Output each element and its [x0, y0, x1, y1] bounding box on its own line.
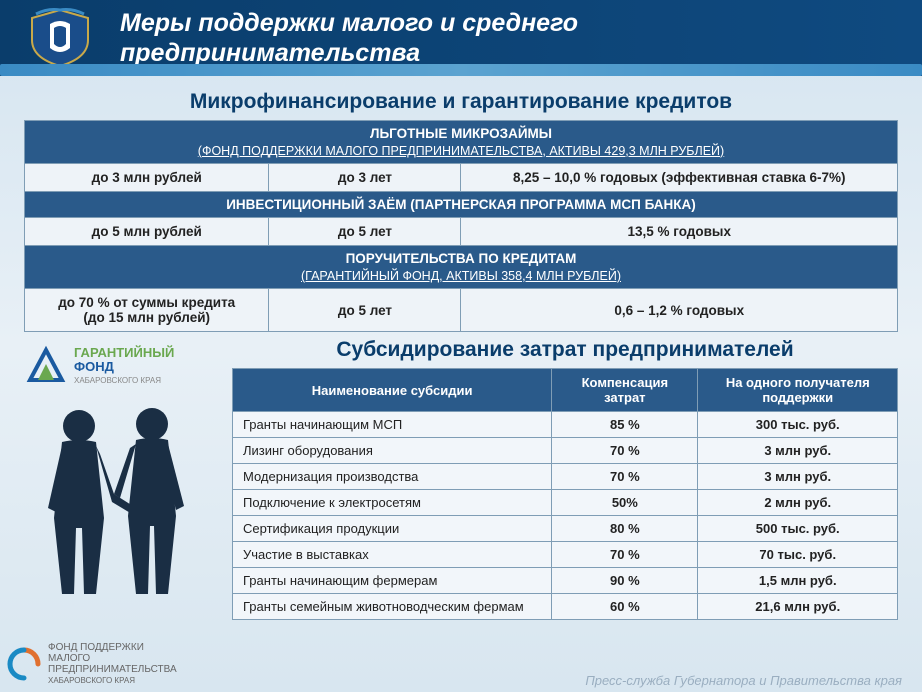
- title-line1: Меры поддержки малого и среднего: [120, 9, 578, 37]
- table-row: Гранты семейным животноводческим фермам6…: [233, 594, 898, 620]
- finance-cell: до 3 лет: [269, 163, 461, 191]
- subsidy-cell: 300 тыс. руб.: [698, 412, 898, 438]
- left-column: ГАРАНТИЙНЫЙ ФОНД ХАБАРОВСКОГО КРАЯ: [24, 338, 224, 620]
- subsidy-cell: Подключение к электросетям: [233, 490, 552, 516]
- subsidy-cell: 3 млн руб.: [698, 438, 898, 464]
- section2-title: Субсидирование затрат предпринимателей: [232, 338, 898, 362]
- table-row: Гранты начинающим МСП85 %300 тыс. руб.: [233, 412, 898, 438]
- subsidy-cell: 21,6 млн руб.: [698, 594, 898, 620]
- subsidy-cell: Модернизация производства: [233, 464, 552, 490]
- subsidy-cell: Сертификация продукции: [233, 516, 552, 542]
- finance-cell: 13,5 % годовых: [461, 218, 898, 246]
- finance-cell: 0,6 – 1,2 % годовых: [461, 289, 898, 332]
- businessmen-silhouette: [24, 398, 214, 598]
- subsidy-cell: 70 %: [552, 542, 698, 568]
- finance-cell: 8,25 – 10,0 % годовых (эффективная ставк…: [461, 163, 898, 191]
- lower-row: ГАРАНТИЙНЫЙ ФОНД ХАБАРОВСКОГО КРАЯ: [24, 338, 898, 620]
- band-header: ИНВЕСТИЦИОННЫЙ ЗАЁМ (ПАРТНЕРСКАЯ ПРОГРАМ…: [25, 191, 898, 218]
- subsidy-cell: 500 тыс. руб.: [698, 516, 898, 542]
- band-sub: (ГАРАНТИЙНЫЙ ФОНД, АКТИВЫ 358,4 МЛН РУБЛ…: [31, 268, 891, 284]
- subsidy-cell: 90 %: [552, 568, 698, 594]
- section1-title: Микрофинансирование и гарантирование кре…: [24, 90, 898, 114]
- slide-header: Меры поддержки малого и среднего предпри…: [0, 0, 922, 76]
- subsidy-cell: 70 %: [552, 438, 698, 464]
- subsidy-cell: 70 тыс. руб.: [698, 542, 898, 568]
- subsidy-cell: Гранты семейным животноводческим фермам: [233, 594, 552, 620]
- table-row: Лизинг оборудования70 %3 млн руб.: [233, 438, 898, 464]
- subsidy-cell: 1,5 млн руб.: [698, 568, 898, 594]
- gf-word2: ФОНД: [74, 359, 114, 374]
- sub-col2: Компенсация затрат: [552, 369, 698, 412]
- finance-cell: до 3 млн рублей: [25, 163, 269, 191]
- region-emblem: [20, 6, 100, 70]
- title-line2: предпринимательства: [120, 39, 420, 67]
- table-row: Подключение к электросетям50%2 млн руб.: [233, 490, 898, 516]
- subsidy-cell: 85 %: [552, 412, 698, 438]
- subsidy-cell: 2 млн руб.: [698, 490, 898, 516]
- subsidy-cell: 60 %: [552, 594, 698, 620]
- right-column: Субсидирование затрат предпринимателей Н…: [232, 338, 898, 620]
- subsidy-cell: Участие в выставках: [233, 542, 552, 568]
- subsidy-cell: 50%: [552, 490, 698, 516]
- subsidy-cell: 80 %: [552, 516, 698, 542]
- subsidy-cell: 70 %: [552, 464, 698, 490]
- subsidy-cell: 3 млн руб.: [698, 464, 898, 490]
- footer-credit: Пресс-служба Губернатора и Правительства…: [585, 673, 902, 688]
- fpm-region: ХАБАРОВСКОГО КРАЯ: [48, 676, 135, 685]
- gf-region: ХАБАРОВСКОГО КРАЯ: [74, 376, 161, 385]
- table-row: Сертификация продукции80 %500 тыс. руб.: [233, 516, 898, 542]
- finance-cell: до 5 млн рублей: [25, 218, 269, 246]
- finance-cell: до 5 лет: [269, 289, 461, 332]
- fpm-l1: ФОНД ПОДДЕРЖКИ: [48, 642, 144, 653]
- table-row: Гранты начинающим фермерам90 %1,5 млн ру…: [233, 568, 898, 594]
- fpm-logo: ФОНД ПОДДЕРЖКИ МАЛОГО ПРЕДПРИНИМАТЕЛЬСТВ…: [6, 642, 177, 686]
- content-area: Микрофинансирование и гарантирование кре…: [0, 76, 922, 620]
- guarantee-fund-logo: ГАРАНТИЙНЫЙ ФОНД ХАБАРОВСКОГО КРАЯ: [24, 338, 214, 394]
- finance-cell: до 5 лет: [269, 218, 461, 246]
- gf-word1: ГАРАНТИЙНЫЙ: [74, 345, 174, 360]
- page-title: Меры поддержки малого и среднего предпри…: [120, 8, 578, 68]
- subsidy-cell: Гранты начинающим фермерам: [233, 568, 552, 594]
- table-row: Модернизация производства70 %3 млн руб.: [233, 464, 898, 490]
- subsidy-cell: Лизинг оборудования: [233, 438, 552, 464]
- fpm-l2: МАЛОГО: [48, 653, 90, 664]
- fpm-l3: ПРЕДПРИНИМАТЕЛЬСТВА: [48, 664, 177, 675]
- sub-col1: Наименование субсидии: [233, 369, 552, 412]
- finance-cell: до 70 % от суммы кредита(до 15 млн рубле…: [25, 289, 269, 332]
- subsidy-table: Наименование субсидии Компенсация затрат…: [232, 368, 898, 620]
- band-header: ПОРУЧИТЕЛЬСТВА ПО КРЕДИТАМ(ГАРАНТИЙНЫЙ Ф…: [25, 246, 898, 289]
- subsidy-cell: Гранты начинающим МСП: [233, 412, 552, 438]
- sub-col3: На одного получателя поддержки: [698, 369, 898, 412]
- financing-table: ЛЬГОТНЫЕ МИКРОЗАЙМЫ(ФОНД ПОДДЕРЖКИ МАЛОГ…: [24, 120, 898, 332]
- table-row: Участие в выставках70 %70 тыс. руб.: [233, 542, 898, 568]
- band-sub: (ФОНД ПОДДЕРЖКИ МАЛОГО ПРЕДПРИНИМАТЕЛЬСТ…: [31, 143, 891, 159]
- band-header: ЛЬГОТНЫЕ МИКРОЗАЙМЫ(ФОНД ПОДДЕРЖКИ МАЛОГ…: [25, 121, 898, 164]
